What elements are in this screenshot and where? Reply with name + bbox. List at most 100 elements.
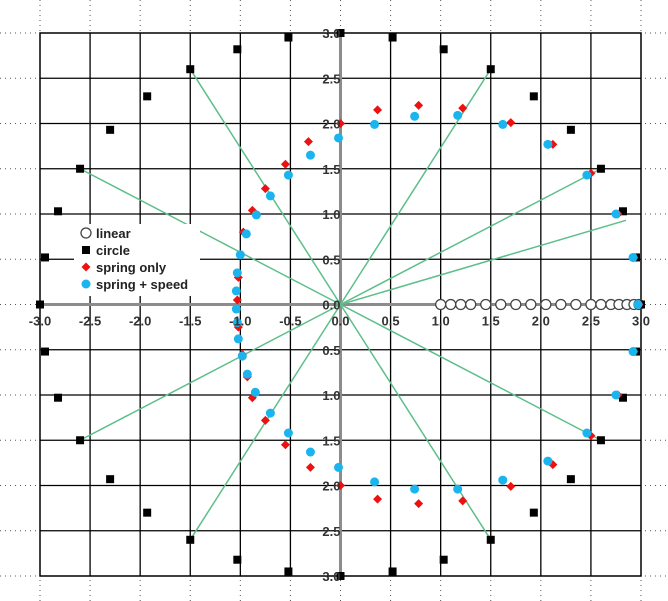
ray-line [340,168,602,306]
spring-speed-point [231,304,241,314]
x-tick-label: 3.0 [632,314,650,329]
circle-point [529,508,538,517]
linear-point [570,298,582,311]
legend-label: spring + speed [96,277,188,292]
ray-line [79,168,341,306]
spring-speed-point [410,111,420,121]
x-tick-label: 1.5 [482,314,500,329]
circle-point [596,436,605,445]
linear-point [540,298,552,311]
spring-speed-point [283,428,293,438]
legend-marker [81,262,91,272]
legend-marker [80,227,92,239]
spring-speed-point [251,210,261,220]
spring-speed-point [232,318,242,328]
spring-speed-point [265,191,275,201]
circle-point [233,45,242,54]
linear-point [455,298,467,311]
legend-entry: linear [80,226,131,241]
legend-entry: spring only [81,260,167,275]
spring-speed-point [333,462,343,472]
legend-entry: spring + speed [81,277,188,292]
linear-point [465,298,477,311]
circle-point [336,572,345,580]
spring-only-point [458,496,468,506]
circle-point [618,393,627,402]
linear-point [510,298,522,311]
spring-only-point [232,295,242,305]
circle-point [486,535,495,544]
spring-only-point [303,137,313,147]
spring-only-point [458,103,468,113]
circle-point [618,207,627,216]
spring-speed-point [283,170,293,180]
series [36,29,645,580]
circle-point [439,45,448,54]
y-tick-label: 0.0 [322,298,340,313]
x-tick-label: 2.5 [582,314,600,329]
y-tick-label: 2.5 [322,524,340,539]
linear-point [525,298,537,311]
spring-speed-point [543,139,553,149]
y-tick-label: 3.0 [322,569,340,584]
circle-point [388,33,397,42]
spring-only-point [260,415,270,425]
x-tick-label: -2.0 [129,314,151,329]
spring-only-point [414,100,424,110]
spring-speed-point [232,268,242,278]
spring-speed-point [241,229,251,239]
spring-speed-point [582,170,592,180]
spring-only-point [506,481,516,491]
y-tick-label: 0.5 [322,343,340,358]
x-tick-label: 0.0 [331,314,349,329]
spring-only-point [506,118,516,128]
ray-line [79,303,341,441]
spring-only-point [373,494,383,504]
spring-speed-point [370,477,380,487]
spring-speed-point [582,428,592,438]
circle-point [566,125,575,134]
tick-labels: -3.0 -2.5 -2.0 -1.5 -1.0 -0.5 0.0 0.5 1.0 1.5 2.0 2… [29,26,650,584]
circle-point [439,555,448,564]
x-tick-label: 2.0 [532,314,550,329]
y-tick-label: 2.0 [322,479,340,494]
legend-label: linear [96,226,131,241]
spring-speed-point [611,390,621,400]
legend-label: circle [96,243,130,258]
circle-point [54,393,63,402]
spring-speed-point [498,119,508,129]
series-spring-speed [231,110,643,494]
y-tick-label: 0.5 [322,252,340,267]
spring-speed-point [237,351,247,361]
x-tick-label: 1.0 [432,314,450,329]
circle-point [336,29,345,37]
legend-marker [82,246,90,254]
spring-speed-point [305,150,315,160]
linear-point [495,298,507,311]
legend-marker [81,279,91,289]
spring-only-point [280,440,290,450]
spring-speed-point [633,300,643,309]
circle-point [106,125,115,134]
spring-only-point [414,499,424,509]
spring-speed-point [233,334,243,344]
circle-point [76,164,85,173]
y-tick-label: 1.0 [322,388,340,403]
circle-point [388,567,397,576]
spring-speed-point [265,408,275,418]
y-tick-label: 1.5 [322,162,340,177]
spring-speed-point [543,456,553,466]
circle-point [233,555,242,564]
circle-point [284,33,293,42]
spring-only-point [373,105,383,115]
circle-point [566,475,575,484]
spring-speed-point [628,347,638,357]
spring-speed-point [628,252,638,262]
spring-speed-point [242,369,252,379]
legend-box [74,224,200,296]
y-tick-label: 1.5 [322,433,340,448]
circle-point [76,436,85,445]
linear-point [595,298,607,311]
x-tick-label: 0.5 [382,314,400,329]
spring-speed-point [305,447,315,457]
